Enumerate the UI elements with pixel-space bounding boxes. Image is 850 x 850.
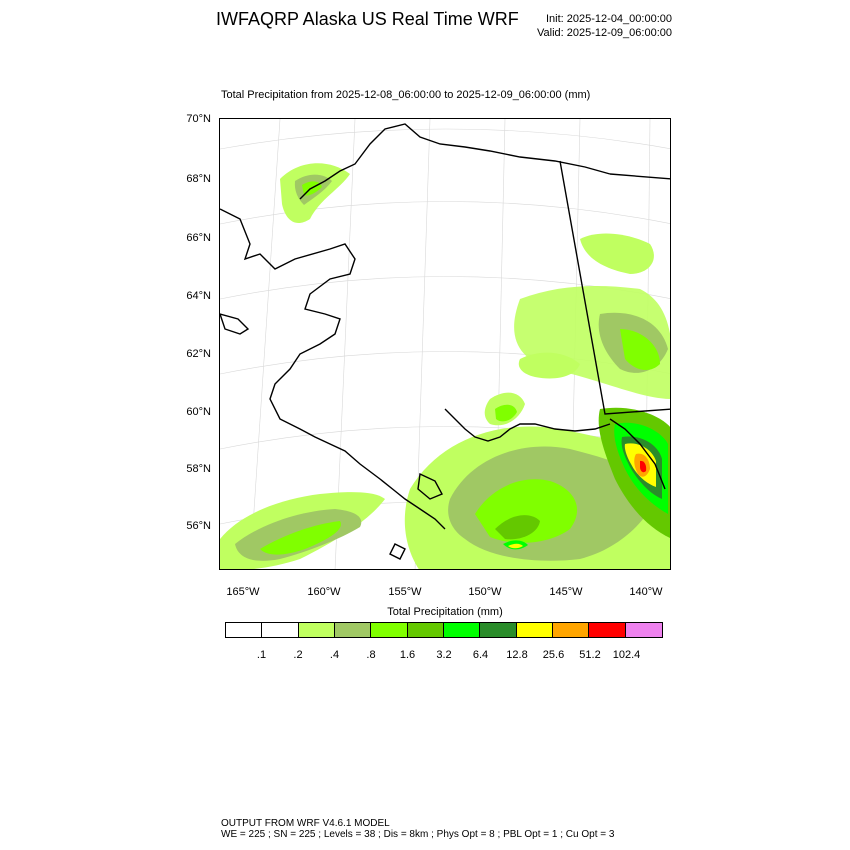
colorbar-label: .4 [329, 649, 340, 661]
colorbar-label: 102.4 [612, 649, 641, 661]
lon-label-145w: 145°W [549, 586, 583, 598]
lon-label-155w: 155°W [388, 586, 422, 598]
lat-label-58n: 58°N [186, 463, 211, 475]
colorbar-swatch [516, 623, 553, 637]
lat-label-56n: 56°N [186, 520, 211, 532]
colorbar-swatch [262, 623, 299, 637]
lat-label-64n: 64°N [186, 290, 211, 302]
lon-label-160w: 160°W [307, 586, 341, 598]
colorbar-swatch [480, 623, 517, 637]
colorbar-title: Total Precipitation (mm) [387, 606, 503, 618]
coastlines [220, 123, 666, 560]
international-border [559, 160, 670, 415]
lat-label-62n: 62°N [186, 348, 211, 360]
lat-label-66n: 66°N [186, 232, 211, 244]
colorbar-label: 25.6 [542, 649, 565, 661]
lon-label-150w: 150°W [468, 586, 502, 598]
valid-time: Valid: 2025-12-09_06:00:00 [537, 27, 672, 39]
init-time: Init: 2025-12-04_00:00:00 [546, 13, 672, 25]
colorbar-label: .2 [293, 649, 303, 661]
colorbar-swatch [407, 623, 444, 637]
colorbar-swatch [589, 623, 626, 637]
colorbar-label: .1 [256, 649, 267, 661]
lon-label-140w: 140°W [629, 586, 663, 598]
colorbar-label: 3.2 [436, 649, 452, 661]
colorbar [225, 622, 663, 638]
lat-label-60n: 60°N [186, 406, 211, 418]
precipitation-map [219, 118, 671, 570]
colorbar-swatch [334, 623, 372, 637]
lat-label-68n: 68°N [186, 173, 211, 185]
colorbar-swatch [443, 623, 481, 637]
colorbar-swatch [298, 623, 335, 637]
colorbar-label: 6.4 [472, 649, 489, 661]
main-title: IWFAQRP Alaska US Real Time WRF [216, 9, 519, 29]
colorbar-swatch [625, 623, 662, 637]
precipitation-field [220, 163, 670, 569]
footer-config-line: WE = 225 ; SN = 225 ; Levels = 38 ; Dis … [221, 829, 615, 840]
colorbar-label: 1.6 [399, 649, 416, 661]
colorbar-swatch [226, 623, 263, 637]
colorbar-swatch [552, 623, 590, 637]
colorbar-label: 51.2 [579, 649, 601, 661]
lat-label-70n: 70°N [186, 113, 211, 125]
colorbar-label: .8 [366, 649, 376, 661]
lon-label-165w: 165°W [226, 586, 260, 598]
footer-model-line: OUTPUT FROM WRF V4.6.1 MODEL [221, 818, 390, 829]
plot-title: Total Precipitation from 2025-12-08_06:0… [221, 89, 591, 101]
map-canvas [220, 119, 670, 569]
colorbar-swatch [371, 623, 408, 637]
colorbar-label: 12.8 [506, 649, 528, 661]
